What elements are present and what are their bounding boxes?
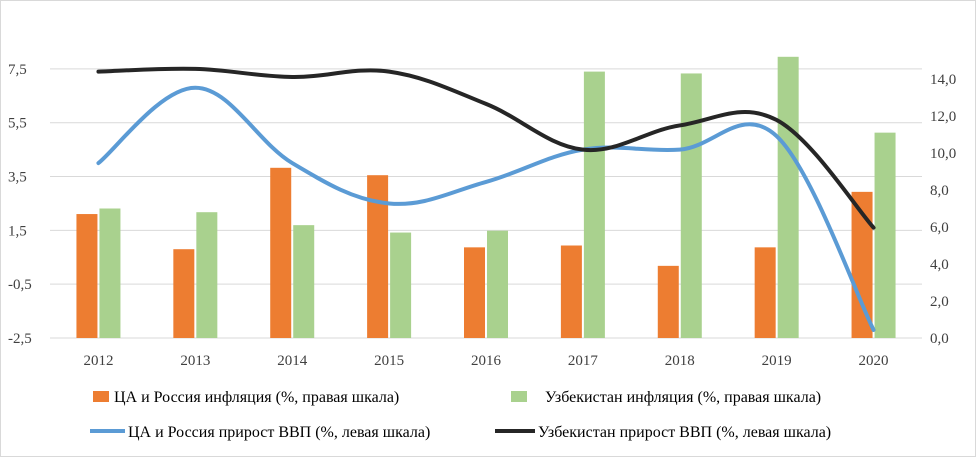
bar-uzbekistan-inflation <box>99 208 121 338</box>
bar-ca-russia-inflation <box>76 214 98 338</box>
left-axis-tick-label: -0,5 <box>8 277 32 293</box>
x-axis-tick-label: 2015 <box>374 353 404 369</box>
right-axis-tick-label: 14,0 <box>930 72 956 88</box>
right-axis-tick-label: 12,0 <box>930 109 956 125</box>
right-axis-tick-label: 2,0 <box>930 294 949 310</box>
left-axis-tick-label: 5,5 <box>8 116 27 132</box>
right-axis-tick-label: 8,0 <box>930 183 949 199</box>
legend-label-uzbekistan-inflation: Узбекистан инфляция (%, правая шкала) <box>545 389 821 406</box>
legend-swatch-ca-russia-inflation <box>93 391 109 402</box>
legend: ЦА и Россия инфляция (%, правая шкала) Уз… <box>90 389 831 441</box>
bar-ca-russia-inflation <box>657 265 679 338</box>
line-ca-russia-gdp <box>96 85 876 332</box>
right-axis-tick-label: 4,0 <box>930 257 949 273</box>
bar-ca-russia-inflation <box>851 191 873 338</box>
legend-label-uzbekistan-gdp: Узбекистан прирост ВВП (%, левая шкала) <box>538 424 831 441</box>
legend-label-ca-russia-gdp: ЦА и Россия прирост ВВП (%, левая шкала) <box>128 424 430 441</box>
bar-uzbekistan-inflation <box>390 232 412 338</box>
left-axis-tick-label: 7,5 <box>8 62 27 78</box>
left-axis-tick-label: 1,5 <box>8 223 27 239</box>
series-lines <box>96 66 876 332</box>
left-axis-tick-label: 3,5 <box>8 170 27 186</box>
bar-ca-russia-inflation <box>560 245 582 338</box>
x-axis-tick-label: 2012 <box>83 353 113 369</box>
legend-label-ca-russia-inflation: ЦА и Россия инфляция (%, правая шкала) <box>114 389 399 406</box>
bar-ca-russia-inflation <box>464 247 485 338</box>
bar-ca-russia-inflation <box>270 167 292 338</box>
right-axis-ticks: 14,0 12,0 10,0 8,0 6,0 4,0 2,0 0,0 <box>930 72 956 347</box>
bar-uzbekistan-inflation <box>583 71 605 338</box>
legend-swatch-uzbekistan-inflation <box>511 391 527 402</box>
bar-ca-russia-inflation <box>754 247 776 338</box>
bar-uzbekistan-inflation <box>293 225 315 338</box>
gridlines <box>50 68 922 339</box>
x-axis-ticks: 2012 2013 2014 2015 2016 2017 2018 2019 2020 <box>83 353 888 369</box>
bar-uzbekistan-inflation <box>874 132 896 338</box>
x-axis-tick-label: 2014 <box>277 353 308 369</box>
bar-ca-russia-inflation <box>367 175 389 338</box>
bar-uzbekistan-inflation <box>777 56 799 339</box>
right-axis-tick-label: 6,0 <box>930 220 949 236</box>
x-axis-tick-label: 2013 <box>180 353 210 369</box>
bars <box>76 56 896 339</box>
x-axis-tick-label: 2017 <box>568 353 599 369</box>
bar-ca-russia-inflation <box>173 249 195 338</box>
bar-uzbekistan-inflation <box>680 73 702 338</box>
x-axis-tick-label: 2019 <box>762 353 792 369</box>
x-axis-tick-label: 2016 <box>471 353 502 369</box>
x-axis-tick-label: 2018 <box>665 353 695 369</box>
left-axis-ticks: 7,5 5,5 3,5 1,5 -0,5 -2,5 <box>8 62 32 347</box>
right-axis-tick-label: 0,0 <box>930 331 949 347</box>
left-axis-tick-label: -2,5 <box>8 331 32 347</box>
x-axis-tick-label: 2020 <box>859 353 889 369</box>
right-axis-tick-label: 10,0 <box>930 146 956 162</box>
bar-uzbekistan-inflation <box>487 230 508 338</box>
line-uzbekistan-gdp <box>96 66 876 230</box>
bar-uzbekistan-inflation <box>196 212 218 338</box>
